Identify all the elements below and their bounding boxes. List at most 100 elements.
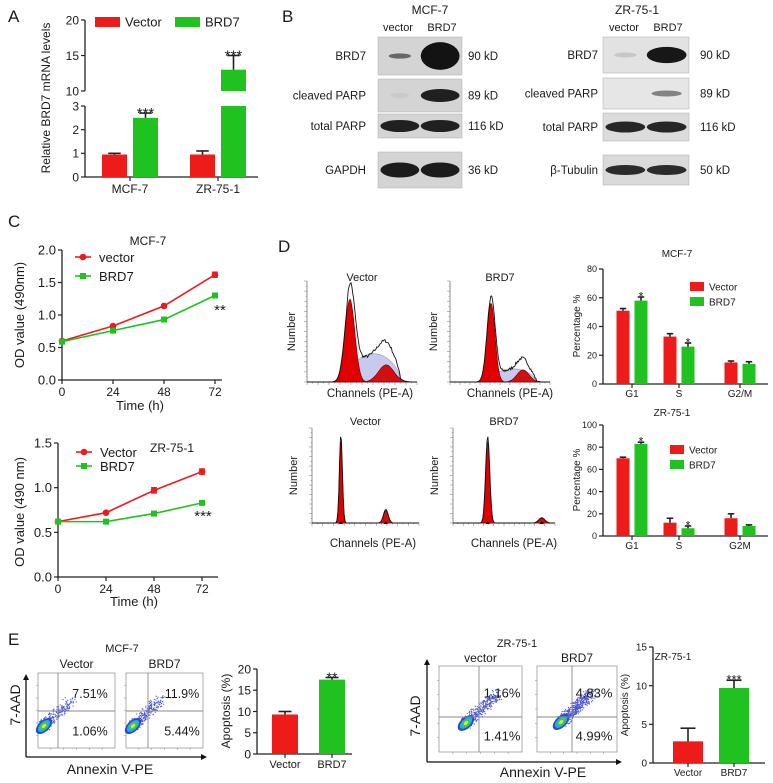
event-dot [483,700,486,702]
event-dot [574,712,576,714]
event-dot [66,705,68,707]
event-dot [569,708,571,711]
event-dot [586,704,588,706]
event-dot [500,698,502,701]
event-dot [482,700,484,702]
event-dot [495,701,498,703]
event-dot [156,697,158,700]
bar [272,714,298,754]
event-dot [477,713,479,716]
event-dot [53,716,55,719]
blot-band [605,164,646,176]
event-dot [161,696,163,698]
legend-swatch [175,17,200,27]
blot-molecular-weight: 89 kD [700,89,730,101]
event-dot [580,705,582,707]
event-dot [464,715,466,717]
legend-label: vector [99,250,135,265]
event-dot [498,696,500,698]
y-tick-label: 80 [587,442,597,452]
event-dot [569,721,572,723]
event-dot [136,713,138,715]
event-dot [481,708,483,710]
event-dot [569,714,572,716]
event-dot [489,704,491,706]
y-tick-label: 10 [66,84,80,98]
y-tick-label: 0 [72,170,79,184]
event-dot [477,715,479,717]
x-tick-label: Vector [674,768,703,779]
event-dot [490,697,492,699]
event-dot [480,714,482,716]
event-dot [591,691,593,693]
blot-band [388,53,411,59]
legend-label: Vector [689,446,718,457]
flow-axes [424,659,622,765]
event-dot [568,710,570,712]
event-dot [148,705,150,708]
event-dot [494,700,496,702]
event-dot [67,706,69,708]
histogram-title: BRD7 [485,272,514,284]
event-dot [572,712,574,714]
event-dot [577,697,579,699]
event-dot [161,697,163,699]
series-line [57,470,203,523]
bar [724,362,738,384]
event-dot [594,695,596,697]
event-dot [475,714,477,716]
y-tick-label: 15 [636,643,648,654]
bar [616,458,630,536]
y-axis-label: 7-AAD [407,695,423,736]
blot-band [614,52,637,58]
event-dot [153,702,156,704]
panel-label-e: E [8,630,19,649]
event-dot [586,693,589,695]
event-dot [578,699,581,701]
event-dot [577,701,579,704]
event-dot [62,709,65,711]
event-dot [48,716,51,718]
blot-molecular-weight: 89 kD [468,91,498,103]
event-dot [570,707,572,709]
line-chart-2 [54,442,218,581]
event-dot [561,710,563,713]
event-dot [141,723,143,725]
x-axis-label: Annexin V-PE [67,761,153,777]
blot-protein-label: β-Tubulin [550,165,598,177]
legend-marker [81,463,87,469]
cell-cycle-histogram-3 [450,427,556,526]
bar-chart-6 [649,646,765,767]
event-dot [473,723,475,725]
density-cluster [41,723,47,729]
y-axis-label: Relative BRD7 mRNA levels [39,23,53,174]
event-dot [580,698,583,701]
y-tick-label: 60 [587,293,597,303]
event-dot [578,704,580,706]
event-dot [484,712,486,715]
event-dot [488,698,490,700]
g1-peak [312,441,419,524]
event-dot [577,704,579,706]
flow-plot [35,672,116,750]
y-tick-label: 15 [66,49,80,63]
event-dot [580,706,582,708]
blot-protein-label: total PARP [543,122,599,134]
legend-label: BRD7 [99,269,134,284]
data-point [151,510,157,517]
data-point [59,338,65,345]
event-dot [578,711,580,713]
event-dot [148,714,150,716]
x-tick-label: G1 [625,389,639,400]
fit-curve [450,295,550,383]
event-dot [161,702,163,705]
event-dot [565,710,567,713]
y-axis-label: OD value (490nm) [12,262,27,368]
chart-title: MCF-7 [130,234,167,248]
event-dot [480,712,482,714]
event-dot [159,700,161,702]
western-blot-0 [377,36,463,189]
x-axis-label: Channels (PE-A) [330,538,416,550]
event-dot [581,697,583,699]
event-dot [132,718,134,720]
